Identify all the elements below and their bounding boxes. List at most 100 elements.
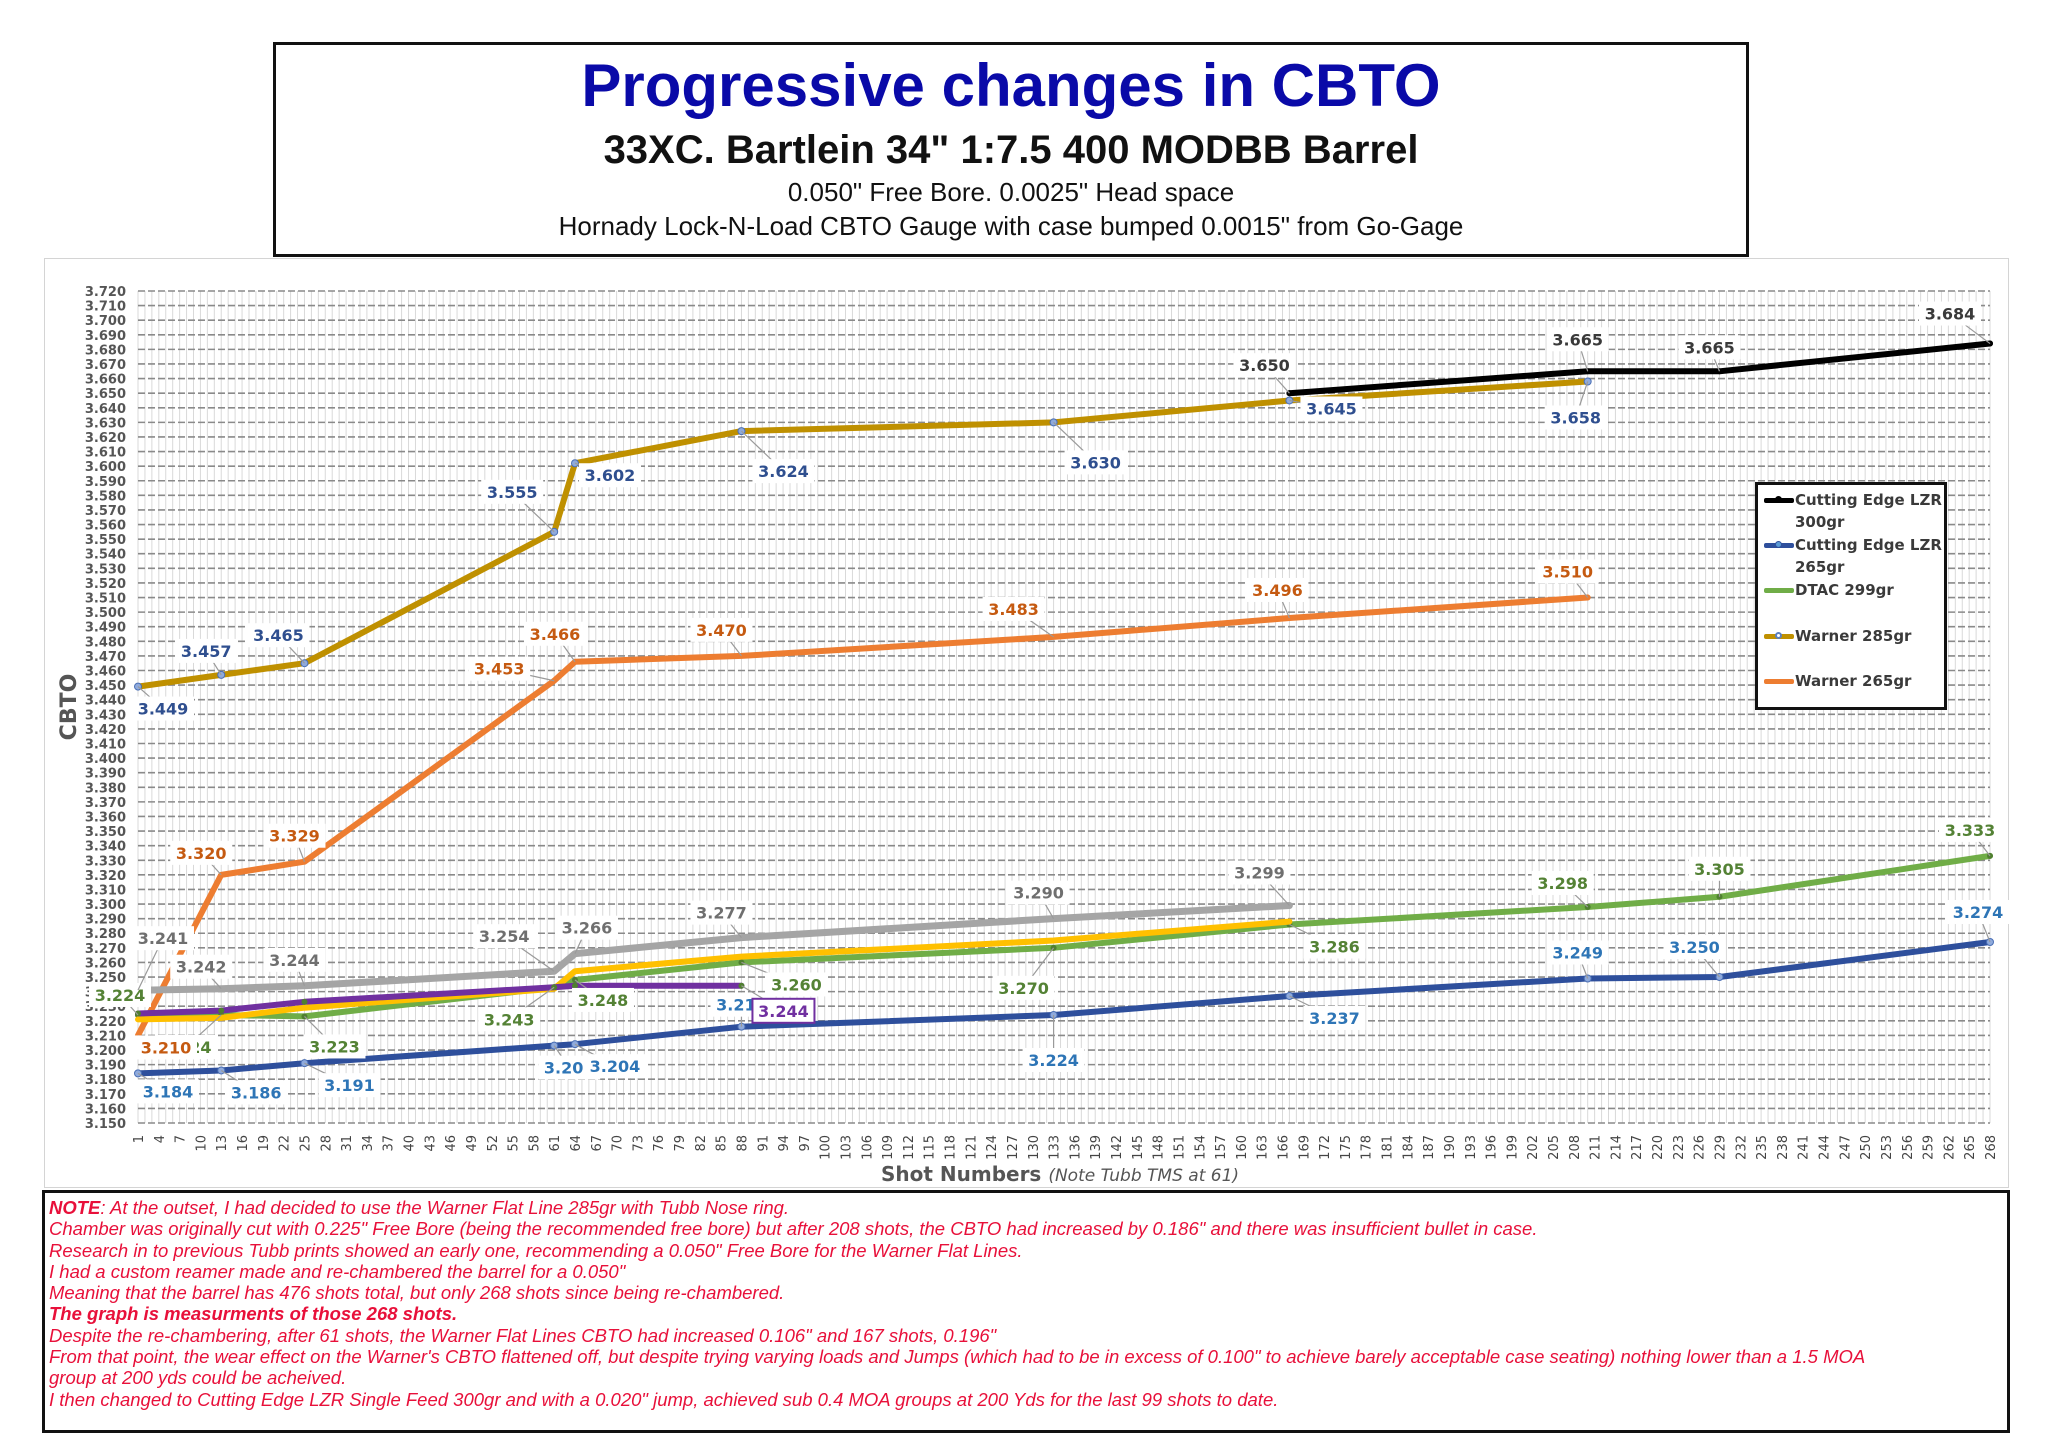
data-label-bg — [473, 924, 536, 949]
chart-subtitle: 33XC. Bartlein 34" 1:7.5 400 MODBB Barre… — [603, 128, 1419, 172]
data-label-bg — [751, 997, 816, 1024]
chart-frame — [44, 258, 2009, 1188]
data-label: 3.650 — [1239, 356, 1290, 375]
note-line-2: Chamber was originally cut with 0.225" F… — [49, 1218, 1538, 1240]
x-tick-label: 196 — [1485, 1135, 1500, 1160]
y-tick-label: 3.390 — [85, 767, 126, 782]
x-tick-label: 58 — [527, 1135, 542, 1152]
y-tick-label: 3.410 — [85, 737, 126, 752]
x-tick-label: 100 — [819, 1135, 834, 1160]
x-tick-label: 22 — [278, 1135, 293, 1152]
x-tick-label: 211 — [1589, 1135, 1604, 1160]
data-label-bg — [132, 696, 194, 721]
data-label: 3.630 — [1070, 453, 1121, 472]
legend-swatch — [1764, 496, 1794, 503]
data-label-bg — [1546, 940, 1609, 965]
x-tick-label: 169 — [1297, 1135, 1312, 1160]
data-label: 3.244 — [758, 1002, 809, 1021]
x-tick-label: 124 — [985, 1135, 1000, 1160]
data-label-bg — [583, 1054, 646, 1079]
data-label-bg — [690, 900, 753, 925]
data-label-bg — [175, 638, 238, 663]
legend-item-cutting-edge-265: Cutting Edge LZR 265gr — [1764, 534, 1945, 578]
data-label-bg — [1303, 934, 1366, 959]
y-tick-label: 3.270 — [85, 942, 126, 957]
data-label: 3.555 — [487, 483, 538, 502]
x-axis-title-main: Shot Numbers — [881, 1162, 1048, 1186]
note-line-5: Meaning that the barrel has 476 shots to… — [49, 1282, 785, 1304]
y-tick-label: 3.600 — [85, 460, 126, 475]
x-tick-label: 223 — [1672, 1135, 1687, 1160]
y-tick-label: 3.340 — [85, 840, 126, 855]
data-label: 3.465 — [253, 626, 304, 645]
x-tick-label: 220 — [1651, 1135, 1666, 1160]
note-line-7: Despite the re-chambering, after 61 shot… — [49, 1324, 997, 1346]
note-line-4: I had a custom reamer made and re-chambe… — [49, 1260, 626, 1282]
data-label: 3.658 — [1550, 408, 1601, 427]
x-tick-label: 268 — [1984, 1135, 1999, 1160]
x-axis-title-note: (Note Tubb TMS at 61) — [1048, 1166, 1239, 1186]
y-tick-label: 3.540 — [85, 548, 126, 563]
data-label: 3.645 — [1306, 399, 1357, 418]
chart-title: Progressive changes in CBTO — [581, 52, 1441, 119]
x-tick-label: 70 — [611, 1135, 626, 1152]
data-label-bg — [1536, 559, 1599, 584]
data-label: 3.241 — [138, 929, 189, 948]
data-labels: 3.650 3.665 3.665 3.684 3.184 3.186 3.191 3.203… — [89, 301, 2009, 1105]
x-tick-label: 190 — [1443, 1135, 1458, 1160]
data-label: 3.466 — [530, 625, 581, 644]
data-label-bg — [1663, 935, 1726, 960]
data-label: 3.305 — [1694, 860, 1745, 879]
data-label-bg — [690, 617, 753, 642]
note-line-10: I then changed to Cutting Edge LZR Singl… — [49, 1388, 1279, 1410]
data-label: 3.191 — [324, 1076, 375, 1095]
y-tick-label: 3.350 — [85, 825, 126, 840]
x-tick-label: 64 — [569, 1135, 584, 1152]
x-tick-label: 148 — [1152, 1135, 1167, 1160]
x-tick-label: 16 — [236, 1135, 251, 1152]
x-tick-label: 4 — [153, 1135, 168, 1143]
y-tick-label: 3.220 — [85, 1015, 126, 1030]
x-tick-label: 217 — [1630, 1135, 1645, 1160]
x-tick-label: 235 — [1755, 1135, 1770, 1160]
data-label: 3.299 — [1234, 864, 1285, 883]
y-tick-label: 3.490 — [85, 621, 126, 636]
x-tick-label: 262 — [1942, 1135, 1957, 1160]
y-tick-label: 3.520 — [85, 577, 126, 592]
x-tick-label: 130 — [1027, 1135, 1042, 1160]
data-label: 3.244 — [269, 951, 320, 970]
line-chart: 3.1503.1603.1703.1803.1903.2003.2103.220… — [57, 285, 2009, 1186]
series-warner-265gr — [135, 594, 1591, 1039]
note-line-3: Research in to previous Tubb prints show… — [49, 1239, 1023, 1261]
y-tick-label: 3.280 — [85, 927, 126, 942]
x-tick-label: 181 — [1381, 1135, 1396, 1160]
data-label: 3.602 — [585, 466, 636, 485]
x-tick-label: 199 — [1505, 1135, 1520, 1160]
series-yellow-series-unlabeled- — [135, 918, 1293, 1023]
x-tick-label: 43 — [423, 1135, 438, 1152]
x-tick-label: 139 — [1089, 1135, 1104, 1160]
y-tick-label: 3.160 — [85, 1102, 126, 1117]
legend-item-warner-285: Warner 285gr — [1764, 625, 1945, 647]
x-tick-label: 136 — [1068, 1135, 1083, 1160]
data-label-bg — [1007, 880, 1070, 905]
data-label: 3.248 — [578, 991, 629, 1010]
x-tick-label: 49 — [465, 1135, 480, 1152]
data-label: 3.204 — [590, 1057, 641, 1076]
data-label: 3.260 — [771, 975, 822, 994]
data-label: 3.277 — [696, 904, 747, 923]
x-tick-label: 79 — [673, 1135, 688, 1152]
x-tick-label: 256 — [1901, 1135, 1916, 1160]
data-point — [301, 998, 308, 1005]
legend-swatch — [1764, 679, 1794, 684]
data-label-bg — [1544, 405, 1607, 430]
data-label-bg — [478, 1007, 541, 1032]
note-line-1: NOTE: At the outset, I had decided to us… — [49, 1197, 2003, 1218]
x-tick-label: 172 — [1318, 1135, 1333, 1160]
y-tick-label: 3.560 — [85, 519, 126, 534]
data-label: 3.224 — [95, 986, 146, 1005]
y-tick-label: 3.420 — [85, 723, 126, 738]
series-gray-series-unlabeled- — [134, 902, 1293, 994]
x-tick-label: 226 — [1693, 1135, 1708, 1160]
data-label-bg — [752, 459, 815, 484]
